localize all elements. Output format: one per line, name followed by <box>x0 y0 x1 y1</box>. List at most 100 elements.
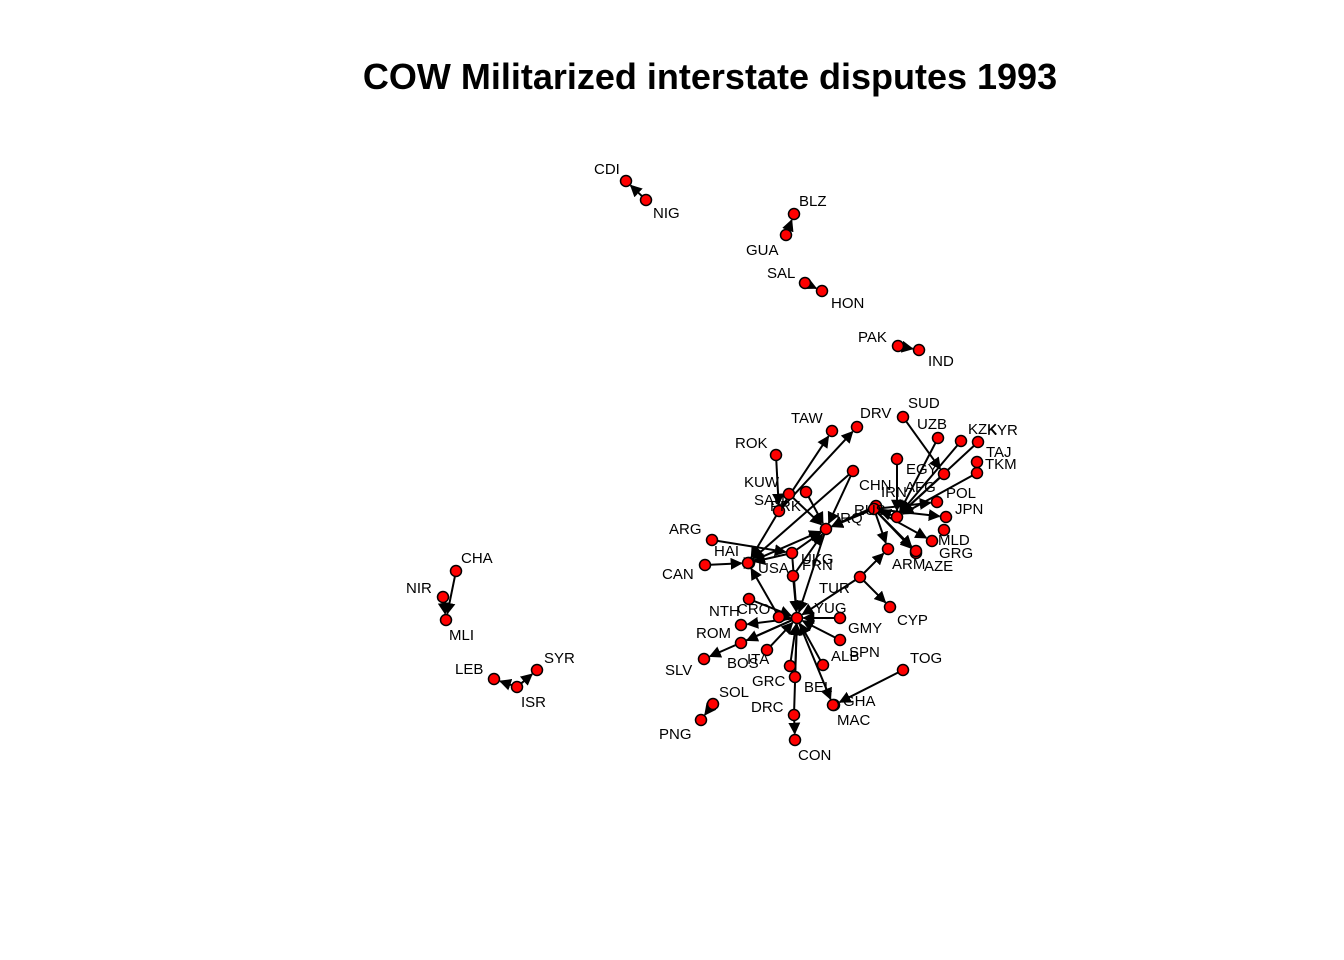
node-label-nth: NTH <box>709 603 740 620</box>
node-bos <box>734 636 748 650</box>
node-blz <box>787 207 801 221</box>
node-rom <box>734 618 748 632</box>
node-label-mld: MLD <box>938 532 970 549</box>
node-kzk <box>931 431 945 445</box>
node-label-leb: LEB <box>455 661 483 678</box>
edge-drc-con <box>788 720 801 735</box>
node-label-grc: GRC <box>752 673 786 690</box>
node-can <box>698 558 712 572</box>
edge-tkm-afg <box>901 474 973 515</box>
node-uzb <box>890 452 904 466</box>
node-label-taj: TAJ <box>986 444 1012 461</box>
node-taw <box>825 424 839 438</box>
node-nir <box>436 590 450 604</box>
node-hon <box>815 284 829 298</box>
node-gmy <box>833 611 847 625</box>
node-afg <box>890 510 904 524</box>
node-label-chn: CHN <box>859 477 892 494</box>
node-label-nig: NIG <box>653 205 680 222</box>
edge-rus-jpn <box>879 508 941 522</box>
edge-rus-arm <box>874 513 888 544</box>
node-label-grg: GRG <box>939 545 973 562</box>
node-label-mli: MLI <box>449 627 474 644</box>
node-ukg <box>785 546 799 560</box>
node-rus <box>867 502 881 516</box>
node-arg <box>705 533 719 547</box>
node-label-spn: SPN <box>849 644 880 661</box>
node-label-tur: TUR <box>819 580 850 597</box>
edge-sau-irq <box>792 497 823 526</box>
node-label-jpn: JPN <box>955 501 983 518</box>
node-label-bel: BEL <box>804 679 832 696</box>
edge-kzk-afg <box>899 442 937 513</box>
node-label-hai: HAI <box>714 543 739 560</box>
node-prk <box>772 504 786 518</box>
edge-ukg-usa <box>753 553 787 566</box>
edge-frn-irq <box>795 533 824 573</box>
node-label-bos: BOS <box>727 655 759 672</box>
node-label-ind: IND <box>928 353 954 370</box>
node-label-syr: SYR <box>544 650 575 667</box>
edge-egy-afg <box>900 476 941 514</box>
node-isr <box>510 680 524 694</box>
node-label-drv: DRV <box>860 405 891 422</box>
node-label-taw: TAW <box>791 410 823 427</box>
node-label-sal: SAL <box>767 265 795 282</box>
node-kyr <box>954 434 968 448</box>
node-sau <box>782 487 796 501</box>
node-tur <box>853 570 867 584</box>
edge-yug-mac <box>798 622 832 701</box>
edge-chn-usa <box>751 473 850 560</box>
node-label-blz: BLZ <box>799 193 827 210</box>
node-label-tkm: TKM <box>985 456 1017 473</box>
node-jpn <box>939 510 953 524</box>
edge-arg-ukg <box>717 539 787 557</box>
node-syr <box>530 663 544 677</box>
node-cyp <box>883 600 897 614</box>
node-label-prk: PRK <box>770 498 801 515</box>
edge-rok-prk <box>772 460 785 506</box>
node-frn <box>786 569 800 583</box>
node-label-irn: IRN <box>881 484 907 501</box>
node-spn <box>816 658 830 672</box>
node-leb <box>487 672 501 686</box>
node-pak <box>891 339 905 353</box>
node-label-kuw: KUW <box>744 474 780 491</box>
node-rok <box>769 448 783 462</box>
node-label-can: CAN <box>662 566 694 583</box>
edge-gua-blz <box>782 218 794 233</box>
edge-tog-gha <box>838 671 899 703</box>
node-layer <box>436 174 985 747</box>
edge-ukg-yug <box>789 558 802 613</box>
node-label-uzb: UZB <box>917 416 947 433</box>
node-label-kzk: KZK <box>968 421 997 438</box>
edge-can-usa <box>710 557 743 570</box>
node-bel <box>788 670 802 684</box>
node-yug <box>790 611 804 625</box>
node-ben <box>970 455 984 469</box>
edge-afg-rus <box>879 509 893 521</box>
node-drv <box>850 420 864 434</box>
node-label-slv: SLV <box>665 662 692 679</box>
node-cdi <box>619 174 633 188</box>
edge-alb-yug <box>801 620 836 639</box>
edge-rus-aze <box>877 512 913 548</box>
node-label-ukg: UKG <box>801 551 834 568</box>
edge-spn-yug <box>799 622 822 661</box>
edge-chn-irq <box>827 475 852 525</box>
node-grc <box>783 659 797 673</box>
edge-prk-usa <box>750 515 778 559</box>
node-label-pak: PAK <box>858 329 887 346</box>
node-taj <box>971 435 985 449</box>
node-label-alb: ALB <box>831 648 859 665</box>
edge-tur-cyp <box>863 580 887 604</box>
node-label-gmy: GMY <box>848 620 882 637</box>
node-label-irq: IRQ <box>836 510 863 527</box>
node-mac <box>826 698 840 712</box>
node-ind <box>912 343 926 357</box>
edge-irq-yug <box>796 533 826 613</box>
edge-nig-cdi <box>629 184 643 198</box>
node-chn <box>846 464 860 478</box>
edge-rus-mld <box>878 510 928 539</box>
